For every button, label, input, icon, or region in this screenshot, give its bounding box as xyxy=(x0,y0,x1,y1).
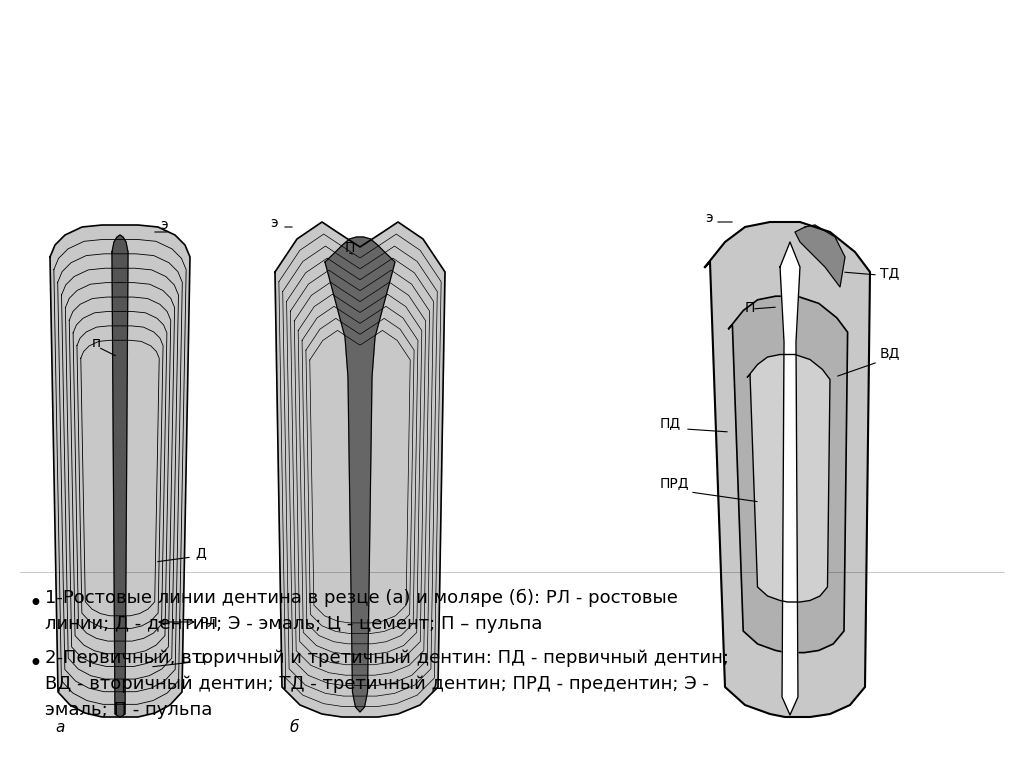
Text: линии; Д - дентин; Э - эмаль; Ц - цемент; П – пульпа: линии; Д - дентин; Э - эмаль; Ц - цемент… xyxy=(45,615,543,633)
Text: ПРД: ПРД xyxy=(660,476,689,490)
Text: э: э xyxy=(160,218,168,232)
Text: 1-Ростовые линии дентина в резце (а) и моляре (б): РЛ - ростовые: 1-Ростовые линии дентина в резце (а) и м… xyxy=(45,589,678,607)
Text: э: э xyxy=(705,211,713,225)
Text: эмаль; П - пульпа: эмаль; П - пульпа xyxy=(45,701,212,719)
Text: •: • xyxy=(28,592,42,616)
Polygon shape xyxy=(275,222,445,717)
Text: П: П xyxy=(345,241,355,255)
Text: а: а xyxy=(55,720,65,735)
Polygon shape xyxy=(50,225,190,717)
Text: б: б xyxy=(290,720,299,735)
Text: П: П xyxy=(745,301,756,315)
Text: 2-Первичный, вторичный и третичный дентин: ПД - первичный дентин;: 2-Первичный, вторичный и третичный денти… xyxy=(45,649,729,667)
Polygon shape xyxy=(112,235,128,717)
Text: РЛ: РЛ xyxy=(200,616,219,630)
Polygon shape xyxy=(748,354,830,602)
Text: •: • xyxy=(28,652,42,676)
Polygon shape xyxy=(729,296,848,653)
Polygon shape xyxy=(795,225,845,287)
Polygon shape xyxy=(780,242,800,715)
Text: Д: Д xyxy=(195,546,206,560)
Text: ВД - вторичный дентин; ТД - третичный дентин; ПРД - предентин; Э -: ВД - вторичный дентин; ТД - третичный де… xyxy=(45,675,709,693)
Text: э: э xyxy=(270,216,278,230)
Text: ПД: ПД xyxy=(660,416,681,430)
Text: п: п xyxy=(92,336,101,350)
Polygon shape xyxy=(325,237,395,712)
Polygon shape xyxy=(705,222,870,717)
Text: ТД: ТД xyxy=(880,266,899,280)
Text: ВД: ВД xyxy=(880,346,900,360)
Text: Ц: Ц xyxy=(195,651,206,665)
